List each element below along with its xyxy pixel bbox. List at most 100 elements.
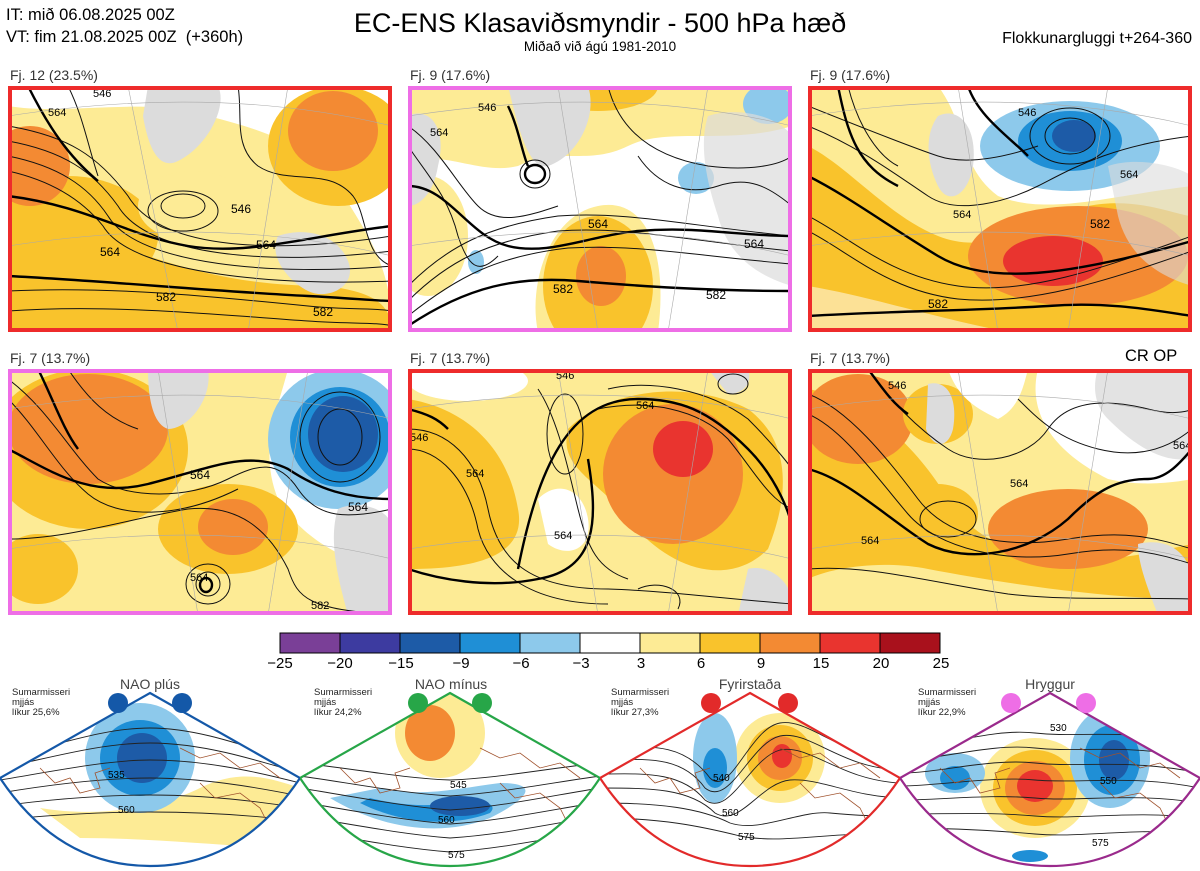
regime-contour-label: 530 bbox=[1050, 723, 1067, 734]
colorbar-swatch bbox=[579, 632, 641, 654]
contour-label: 546 bbox=[231, 202, 251, 216]
regime-contour-label: 575 bbox=[1092, 838, 1109, 849]
graticule bbox=[808, 86, 1192, 332]
panel-5-label: Fj. 7 (13.7%) bbox=[410, 350, 491, 366]
anomaly-yellow bbox=[808, 286, 1008, 332]
regime-contour-label: 540 bbox=[713, 773, 730, 784]
contour-lines-thick bbox=[8, 369, 392, 594]
contour-label: 564 bbox=[256, 238, 276, 252]
regime-map-nao-plus: 535 560 bbox=[0, 691, 300, 868]
regime-3-title: Fyrirstaða bbox=[718, 676, 782, 692]
landmass bbox=[143, 86, 221, 164]
graticule bbox=[408, 369, 792, 615]
contour-lines-thick bbox=[8, 86, 392, 303]
anomaly-blue bbox=[308, 396, 378, 472]
panel-6-label: Fj. 7 (13.7%) bbox=[810, 350, 891, 366]
anomaly-orange bbox=[288, 91, 378, 171]
colorbar-swatch bbox=[699, 632, 761, 654]
contour-label: 564 bbox=[1120, 169, 1138, 181]
colorbar-tick: −15 bbox=[388, 655, 414, 672]
anomaly-red bbox=[1003, 236, 1103, 286]
contour-label: 546 bbox=[888, 380, 906, 392]
contour-label: 564 bbox=[1010, 478, 1028, 490]
anomaly-blue bbox=[743, 86, 792, 124]
contour-label: 564 bbox=[953, 209, 971, 221]
colorbar-tick: −25 bbox=[267, 655, 293, 672]
anomaly-orange bbox=[808, 374, 913, 464]
regime-contour-label: 575 bbox=[738, 832, 755, 843]
landmass bbox=[928, 113, 974, 197]
contour-label: 564 bbox=[100, 245, 120, 259]
graticule bbox=[808, 369, 1192, 615]
graticule bbox=[8, 369, 392, 615]
anomaly-white bbox=[948, 369, 1028, 419]
landmass bbox=[275, 232, 350, 295]
contour-lines-thick bbox=[408, 105, 792, 327]
regime-contour-label: 545 bbox=[450, 780, 467, 791]
landmass bbox=[333, 505, 392, 615]
contour-label: 564 bbox=[348, 500, 368, 514]
anomaly-yellow bbox=[138, 171, 248, 241]
landmass bbox=[926, 383, 955, 444]
colorbar-swatch bbox=[819, 632, 881, 654]
anomaly-white bbox=[408, 369, 528, 401]
contour-label: 582 bbox=[553, 282, 573, 296]
cluster-map-5: 564 546 564 564 546 bbox=[408, 369, 792, 615]
regime-map-ridge: 530 550 575 bbox=[900, 691, 1200, 868]
panel-frame bbox=[808, 86, 1192, 332]
anomaly-orange bbox=[576, 246, 626, 306]
regime-contour-label: 550 bbox=[1100, 776, 1117, 787]
panel-frame bbox=[808, 369, 1192, 615]
regime-contour-label: 560 bbox=[438, 815, 455, 826]
cluster-map-6: 564 564 546 564 bbox=[808, 369, 1192, 615]
header-times: IT: mið 06.08.2025 00Z VT: fim 21.08.202… bbox=[6, 4, 243, 48]
contour-label: 582 bbox=[928, 297, 948, 311]
anomaly-orange bbox=[8, 126, 70, 206]
colorbar-tick: −20 bbox=[327, 655, 353, 672]
panel-3-label: Fj. 9 (17.6%) bbox=[810, 67, 891, 83]
colorbar-swatch bbox=[759, 632, 821, 654]
colorbar-swatch bbox=[639, 632, 701, 654]
contour-label: 564 bbox=[588, 217, 608, 231]
regime-map-nao-minus: 545 560 575 bbox=[300, 691, 600, 868]
landmass bbox=[408, 113, 441, 206]
contour-label: 582 bbox=[706, 288, 726, 302]
landmass bbox=[1108, 161, 1192, 286]
contour-label: 582 bbox=[313, 305, 333, 319]
contour-label: 582 bbox=[156, 290, 176, 304]
regime-contour-label: 560 bbox=[722, 808, 739, 819]
panel-4-label: Fj. 7 (13.7%) bbox=[10, 350, 91, 366]
anomaly-gold bbox=[8, 176, 158, 296]
contour-lines bbox=[808, 86, 1192, 301]
contour-label: 564 bbox=[190, 468, 210, 482]
colorbar bbox=[279, 632, 941, 654]
anomaly-red bbox=[653, 421, 713, 477]
contour-label: 564 bbox=[861, 535, 879, 547]
regime-2-info: Sumarmisseri mjjás líkur 24,2% bbox=[314, 687, 373, 718]
crop-label: CR OP bbox=[1125, 347, 1178, 365]
init-time: IT: mið 06.08.2025 00Z bbox=[6, 6, 175, 24]
anomaly-gold bbox=[8, 206, 392, 332]
regime-contour-label: 560 bbox=[118, 805, 135, 816]
colorbar-ticks: −25 −20 −15 −9 −6 −3 3 6 9 15 20 25 bbox=[0, 655, 1200, 675]
anomaly-orange bbox=[988, 489, 1148, 569]
landmass bbox=[148, 369, 209, 429]
anomaly-gold bbox=[8, 534, 78, 604]
contour-label: 582 bbox=[1090, 217, 1110, 231]
regime-contour-label: 575 bbox=[448, 850, 465, 861]
regime-1-info: Sumarmisseri mjjás líkur 25,6% bbox=[12, 687, 71, 718]
regime-3-info: Sumarmisseri mjjás líkur 27,3% bbox=[611, 687, 670, 718]
colorbar-tick: 6 bbox=[696, 655, 706, 672]
contour-label: 564 bbox=[190, 572, 208, 584]
valid-time-row: VT: fim 21.08.2025 00Z (+360h) bbox=[6, 26, 243, 48]
landmass bbox=[1095, 369, 1192, 460]
colorbar-swatch bbox=[279, 632, 341, 654]
page-title: EC-ENS Klasaviðsmyndir - 500 hPa hæð bbox=[353, 8, 847, 38]
colorbar-swatch bbox=[519, 632, 581, 654]
colorbar-tick: −6 bbox=[512, 655, 530, 672]
panel-frame bbox=[8, 86, 392, 332]
contour-label: 546 bbox=[410, 432, 428, 444]
anomaly-yellow bbox=[408, 86, 792, 169]
page-subtitle: Miðað við ágú 1981-2010 bbox=[523, 39, 677, 54]
landmass bbox=[508, 86, 591, 167]
